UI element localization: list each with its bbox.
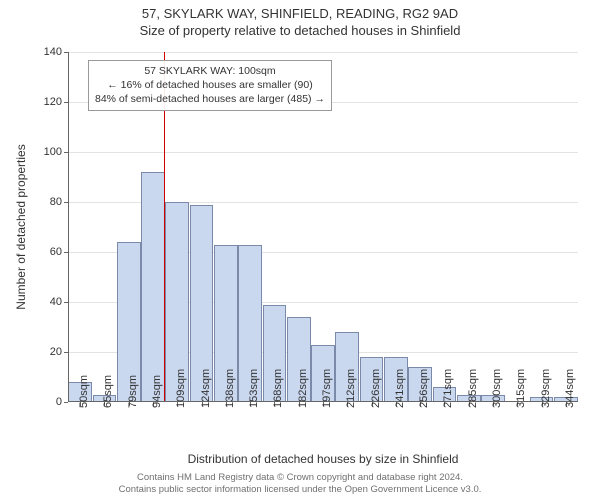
y-axis-label: Number of detached properties bbox=[14, 144, 28, 309]
footer-line1: Contains HM Land Registry data © Crown c… bbox=[0, 472, 600, 484]
xtick-label: 197sqm bbox=[321, 369, 333, 408]
xtick-label: 212sqm bbox=[345, 369, 357, 408]
annotation-line: 84% of semi-detached houses are larger (… bbox=[95, 92, 325, 106]
xtick-label: 65sqm bbox=[102, 375, 114, 408]
xtick-label: 182sqm bbox=[297, 369, 309, 408]
ytick-label: 120 bbox=[44, 96, 68, 108]
ytick-label: 140 bbox=[44, 46, 68, 58]
xtick-label: 50sqm bbox=[78, 375, 90, 408]
annotation-line: 57 SKYLARK WAY: 100sqm bbox=[95, 64, 325, 78]
footer-line2: Contains public sector information licen… bbox=[0, 484, 600, 496]
xtick-label: 256sqm bbox=[418, 369, 430, 408]
ytick-label: 0 bbox=[56, 396, 68, 408]
footer: Contains HM Land Registry data © Crown c… bbox=[0, 472, 600, 496]
plot-area: 57 SKYLARK WAY: 100sqm← 16% of detached … bbox=[68, 52, 578, 402]
xtick-label: 138sqm bbox=[224, 369, 236, 408]
xtick-label: 241sqm bbox=[394, 369, 406, 408]
xtick-label: 344sqm bbox=[564, 369, 576, 408]
x-axis-label: Distribution of detached houses by size … bbox=[68, 452, 578, 466]
chart-container: 57, SKYLARK WAY, SHINFIELD, READING, RG2… bbox=[0, 0, 600, 500]
ytick-label: 80 bbox=[50, 196, 68, 208]
annotation-box: 57 SKYLARK WAY: 100sqm← 16% of detached … bbox=[88, 60, 332, 111]
xtick-label: 79sqm bbox=[127, 375, 139, 408]
ytick-label: 60 bbox=[50, 246, 68, 258]
xtick-label: 168sqm bbox=[272, 369, 284, 408]
xtick-label: 271sqm bbox=[442, 369, 454, 408]
title-line1: 57, SKYLARK WAY, SHINFIELD, READING, RG2… bbox=[0, 6, 600, 21]
histogram-bar bbox=[141, 172, 165, 402]
xtick-label: 226sqm bbox=[370, 369, 382, 408]
xtick-label: 329sqm bbox=[540, 369, 552, 408]
title-line2: Size of property relative to detached ho… bbox=[0, 23, 600, 38]
xtick-label: 153sqm bbox=[248, 369, 260, 408]
y-axis-line bbox=[68, 52, 69, 402]
y-axis-label-wrap: Number of detached properties bbox=[14, 52, 28, 402]
xtick-label: 285sqm bbox=[467, 369, 479, 408]
annotation-line: ← 16% of detached houses are smaller (90… bbox=[95, 78, 325, 92]
ytick-label: 40 bbox=[50, 296, 68, 308]
xtick-label: 124sqm bbox=[200, 369, 212, 408]
gridline bbox=[68, 152, 578, 153]
xtick-label: 315sqm bbox=[515, 369, 527, 408]
gridline bbox=[68, 52, 578, 53]
xtick-label: 109sqm bbox=[175, 369, 187, 408]
xtick-label: 94sqm bbox=[151, 375, 163, 408]
title-block: 57, SKYLARK WAY, SHINFIELD, READING, RG2… bbox=[0, 6, 600, 38]
ytick-label: 100 bbox=[44, 146, 68, 158]
ytick-label: 20 bbox=[50, 346, 68, 358]
plot-inner: 57 SKYLARK WAY: 100sqm← 16% of detached … bbox=[68, 52, 578, 402]
xtick-label: 300sqm bbox=[491, 369, 503, 408]
